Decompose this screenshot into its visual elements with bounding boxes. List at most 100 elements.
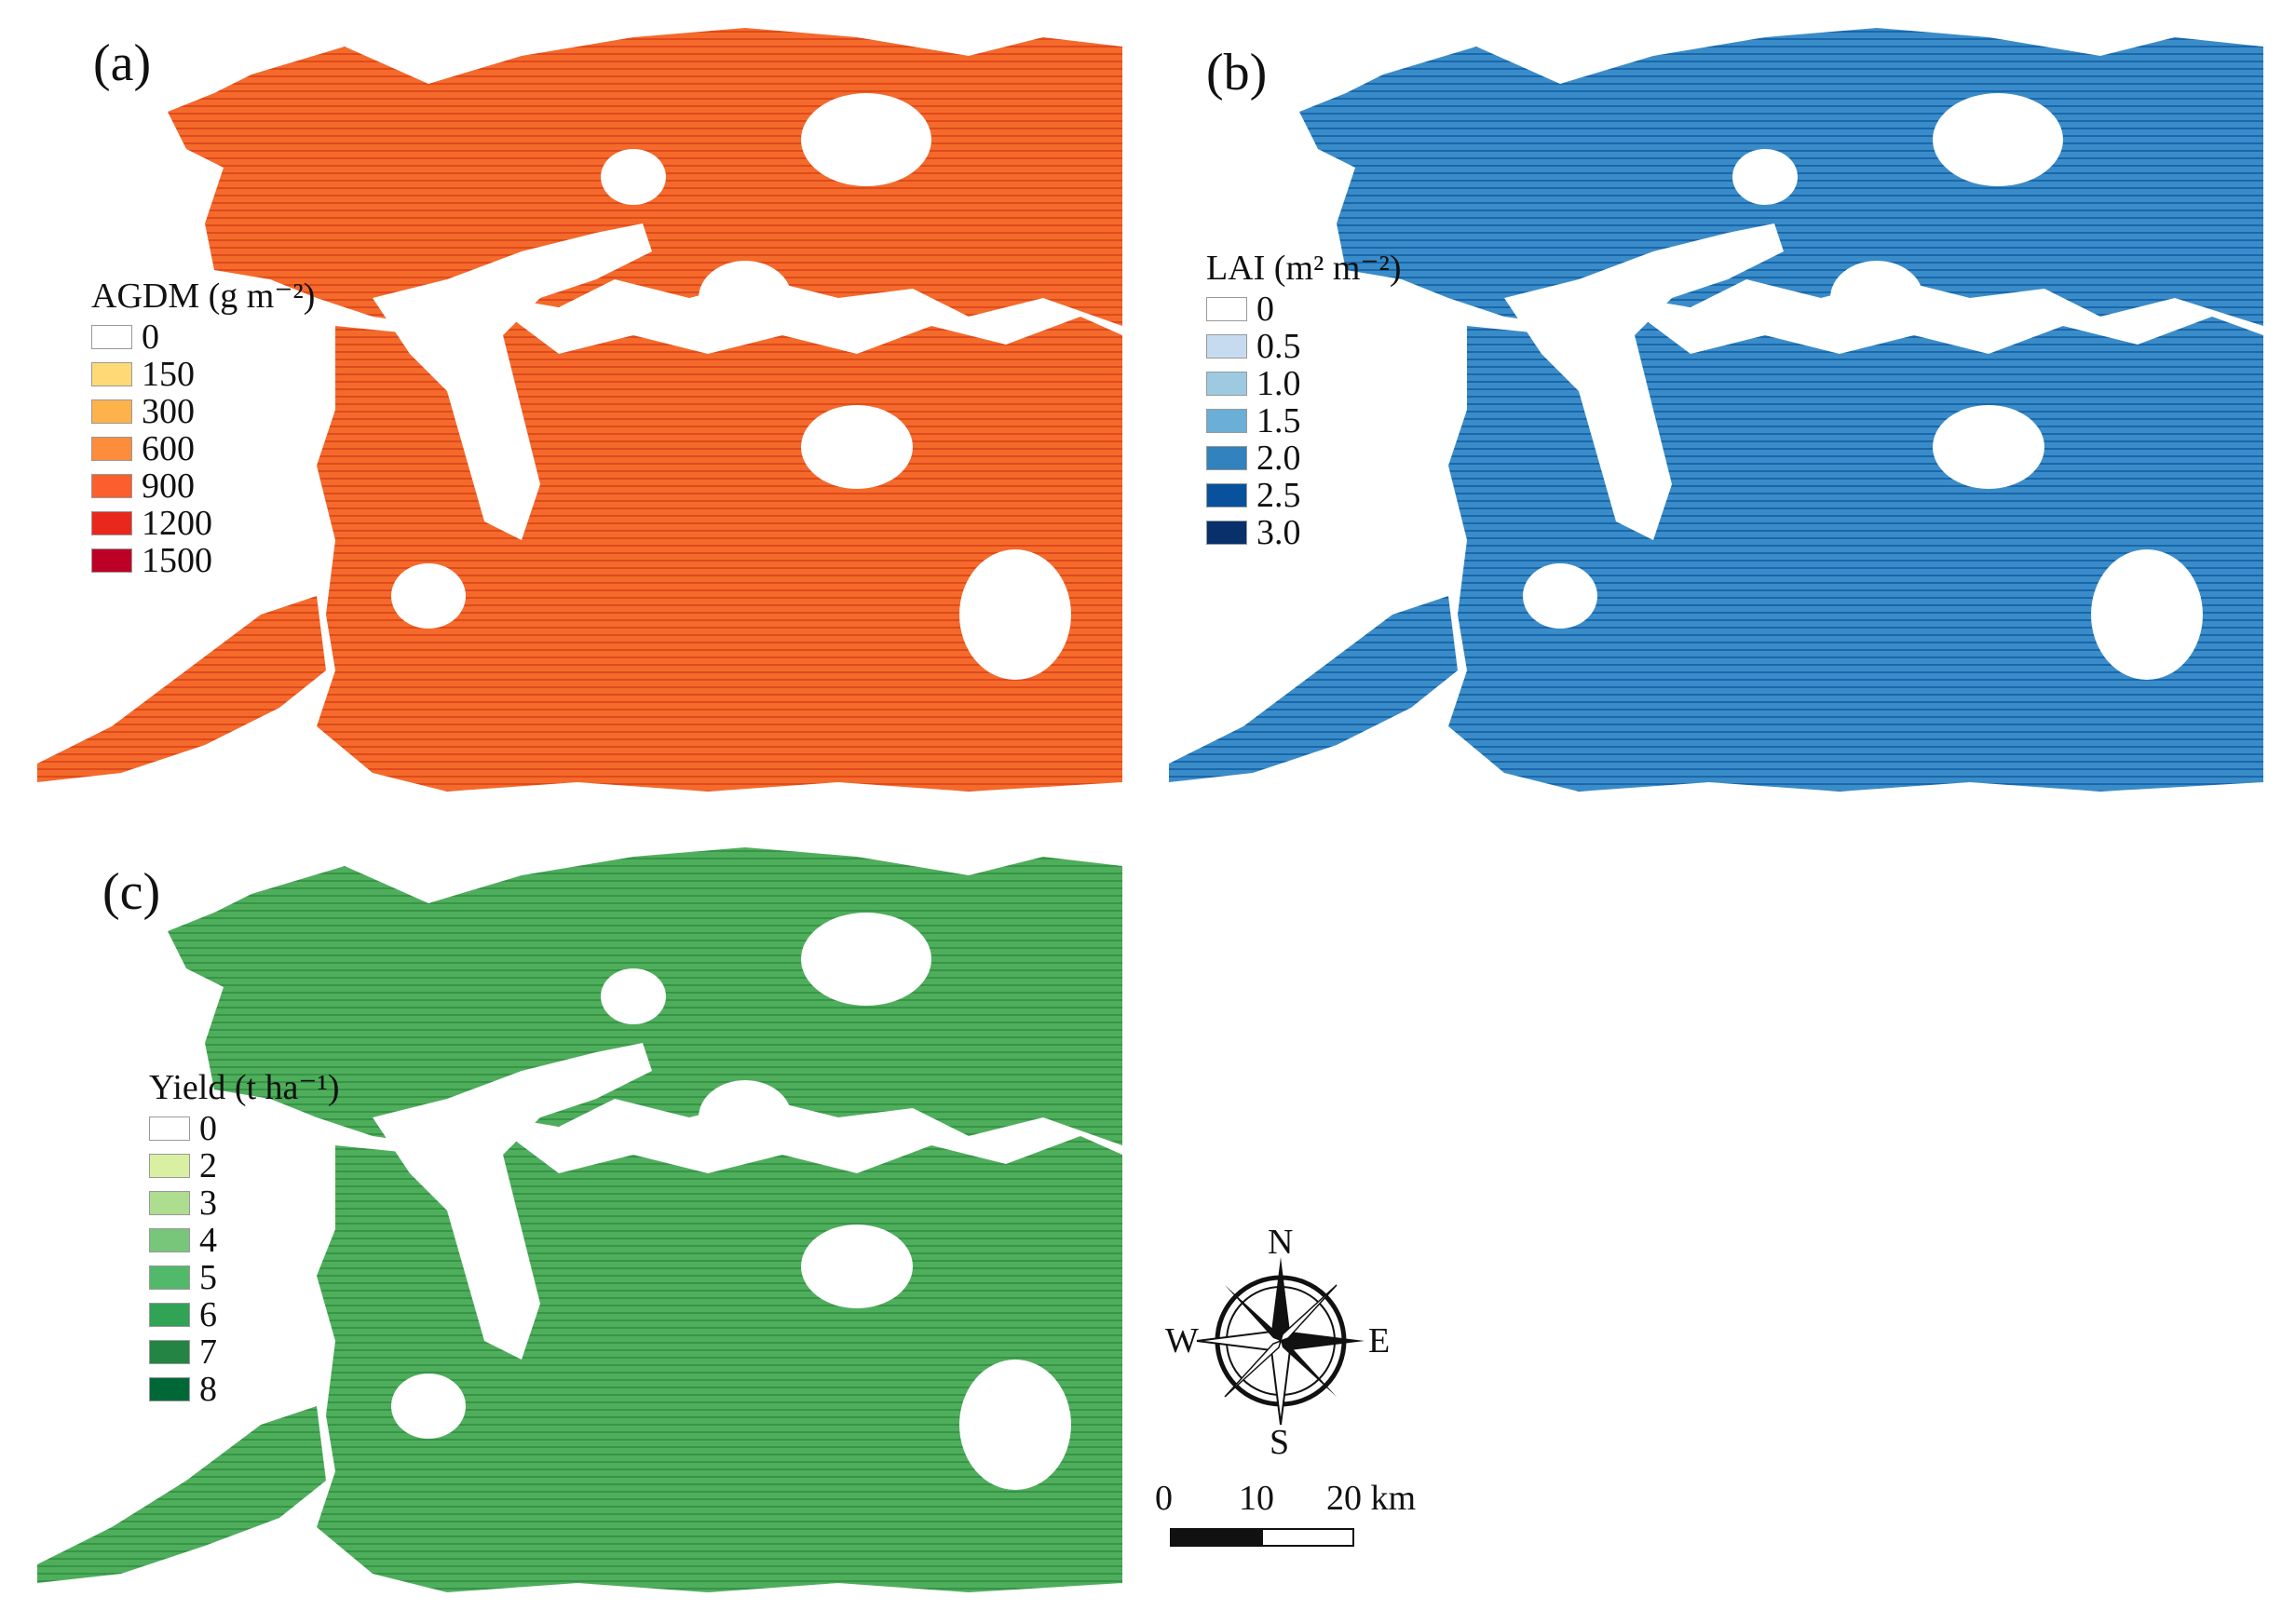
panel-label: (a) xyxy=(93,34,152,92)
scale-tick-10: 10 xyxy=(1239,1479,1274,1518)
legend-swatch xyxy=(1206,372,1247,396)
gap-5 xyxy=(959,549,1071,680)
gap-3 xyxy=(1933,405,2044,489)
legend-label: 1.0 xyxy=(1256,364,1301,403)
panel-b: (b) LAI (m² m⁻²) 0 0.5 1.0 1.5 2.0 2.5 3.0 xyxy=(1169,19,2268,801)
compass-north: N xyxy=(1268,1223,1294,1262)
legend-label: 8 xyxy=(199,1370,217,1409)
gap-2 xyxy=(699,1080,792,1155)
legend-item: 3.0 xyxy=(1206,514,1402,551)
gap-5 xyxy=(959,1360,1071,1490)
region-west-strip xyxy=(37,596,326,782)
legend: AGDM (g m⁻²) 0 150 300 600 900 1200 1500 xyxy=(91,275,315,579)
legend-swatch xyxy=(91,474,132,498)
legend-item: 150 xyxy=(91,356,315,393)
compass-south: S xyxy=(1270,1423,1290,1462)
region-west-strip xyxy=(1169,596,1458,782)
legend-label: 150 xyxy=(142,355,195,394)
legend-swatch xyxy=(149,1191,190,1215)
legend-item: 1500 xyxy=(91,542,315,579)
yield-map xyxy=(37,847,1122,1592)
legend-item: 0 xyxy=(149,1110,340,1147)
region-west-strip xyxy=(37,1406,326,1583)
legend-label: 7 xyxy=(199,1333,217,1372)
legend-item: 1.0 xyxy=(1206,365,1402,402)
legend-item: 0 xyxy=(91,318,315,356)
compass-east: E xyxy=(1368,1321,1391,1360)
gap-4 xyxy=(1732,149,1798,205)
gap-6 xyxy=(1523,563,1597,629)
gap-2 xyxy=(1830,261,1923,335)
legend-item: 0.5 xyxy=(1206,328,1402,365)
legend-item: 3 xyxy=(149,1184,340,1222)
legend-label: 1500 xyxy=(142,541,212,580)
gap-3 xyxy=(801,405,913,489)
legend-swatch xyxy=(1206,334,1247,359)
legend-item: 0 xyxy=(1206,291,1402,328)
legend-label: 600 xyxy=(142,429,195,468)
legend-label: 0.5 xyxy=(1256,327,1301,366)
legend-title: AGDM (g m⁻²) xyxy=(91,277,316,316)
scale-bar: 0 10 20 km xyxy=(1155,1481,1472,1555)
legend-item: 2 xyxy=(149,1147,340,1184)
legend-title: LAI (m² m⁻²) xyxy=(1206,249,1402,288)
legend-swatch xyxy=(91,511,132,535)
gap-1 xyxy=(801,913,931,1006)
legend-swatch xyxy=(149,1377,190,1401)
panel-label: (b) xyxy=(1206,44,1268,102)
legend-label: 3 xyxy=(199,1184,217,1223)
gap-1 xyxy=(1933,93,2063,186)
gap-6 xyxy=(391,1374,466,1439)
legend-label: 900 xyxy=(142,467,195,506)
legend-title: Yield (t ha⁻¹) xyxy=(149,1068,340,1107)
legend-swatch xyxy=(149,1154,190,1178)
scale-bar-graphic xyxy=(1170,1528,1354,1547)
gap-4 xyxy=(601,149,666,205)
legend-item: 1200 xyxy=(91,505,315,542)
legend-swatch xyxy=(149,1303,190,1327)
legend-swatch xyxy=(91,325,132,349)
lake-and-river xyxy=(1504,93,2203,680)
legend-label: 1200 xyxy=(142,504,212,543)
legend-label: 2 xyxy=(199,1146,217,1185)
legend-item: 4 xyxy=(149,1222,340,1259)
panel-label: (c) xyxy=(102,863,161,921)
gap-2 xyxy=(699,261,792,335)
legend-label: 5 xyxy=(199,1258,217,1297)
legend-label: 0 xyxy=(199,1109,217,1148)
lake-and-river xyxy=(373,93,1071,680)
legend-item: 600 xyxy=(91,430,315,467)
legend-label: 0 xyxy=(1256,290,1274,329)
legend-swatch xyxy=(1206,483,1247,508)
legend-item: 900 xyxy=(91,467,315,505)
legend-label: 300 xyxy=(142,392,195,431)
legend-swatch xyxy=(149,1116,190,1141)
compass-rose: N S W E xyxy=(1165,1225,1392,1460)
agdm-map xyxy=(37,28,1122,792)
legend-label: 1.5 xyxy=(1256,401,1301,440)
lake xyxy=(373,223,652,540)
legend-label: 4 xyxy=(199,1221,217,1260)
lake xyxy=(373,1043,652,1360)
gap-1 xyxy=(801,93,931,186)
legend-item: 8 xyxy=(149,1371,340,1408)
legend-label: 3.0 xyxy=(1256,513,1301,552)
legend-item: 6 xyxy=(149,1296,340,1333)
legend-swatch xyxy=(149,1340,190,1364)
scale-tick-20: 20 km xyxy=(1326,1479,1417,1518)
legend-swatch xyxy=(91,437,132,461)
compass-west: W xyxy=(1165,1321,1199,1360)
legend-swatch xyxy=(1206,297,1247,321)
legend-swatch xyxy=(1206,409,1247,433)
lai-map xyxy=(1169,28,2263,792)
legend-swatch xyxy=(149,1265,190,1290)
legend-label: 6 xyxy=(199,1295,217,1334)
legend-label: 2.0 xyxy=(1256,439,1301,478)
legend-item: 2.5 xyxy=(1206,477,1402,514)
lake xyxy=(1504,223,1784,540)
panel-a: (a) AGDM (g m⁻²) 0 150 300 600 900 1200 1500 xyxy=(37,19,1127,801)
gap-4 xyxy=(601,968,666,1024)
gap-3 xyxy=(801,1225,913,1308)
